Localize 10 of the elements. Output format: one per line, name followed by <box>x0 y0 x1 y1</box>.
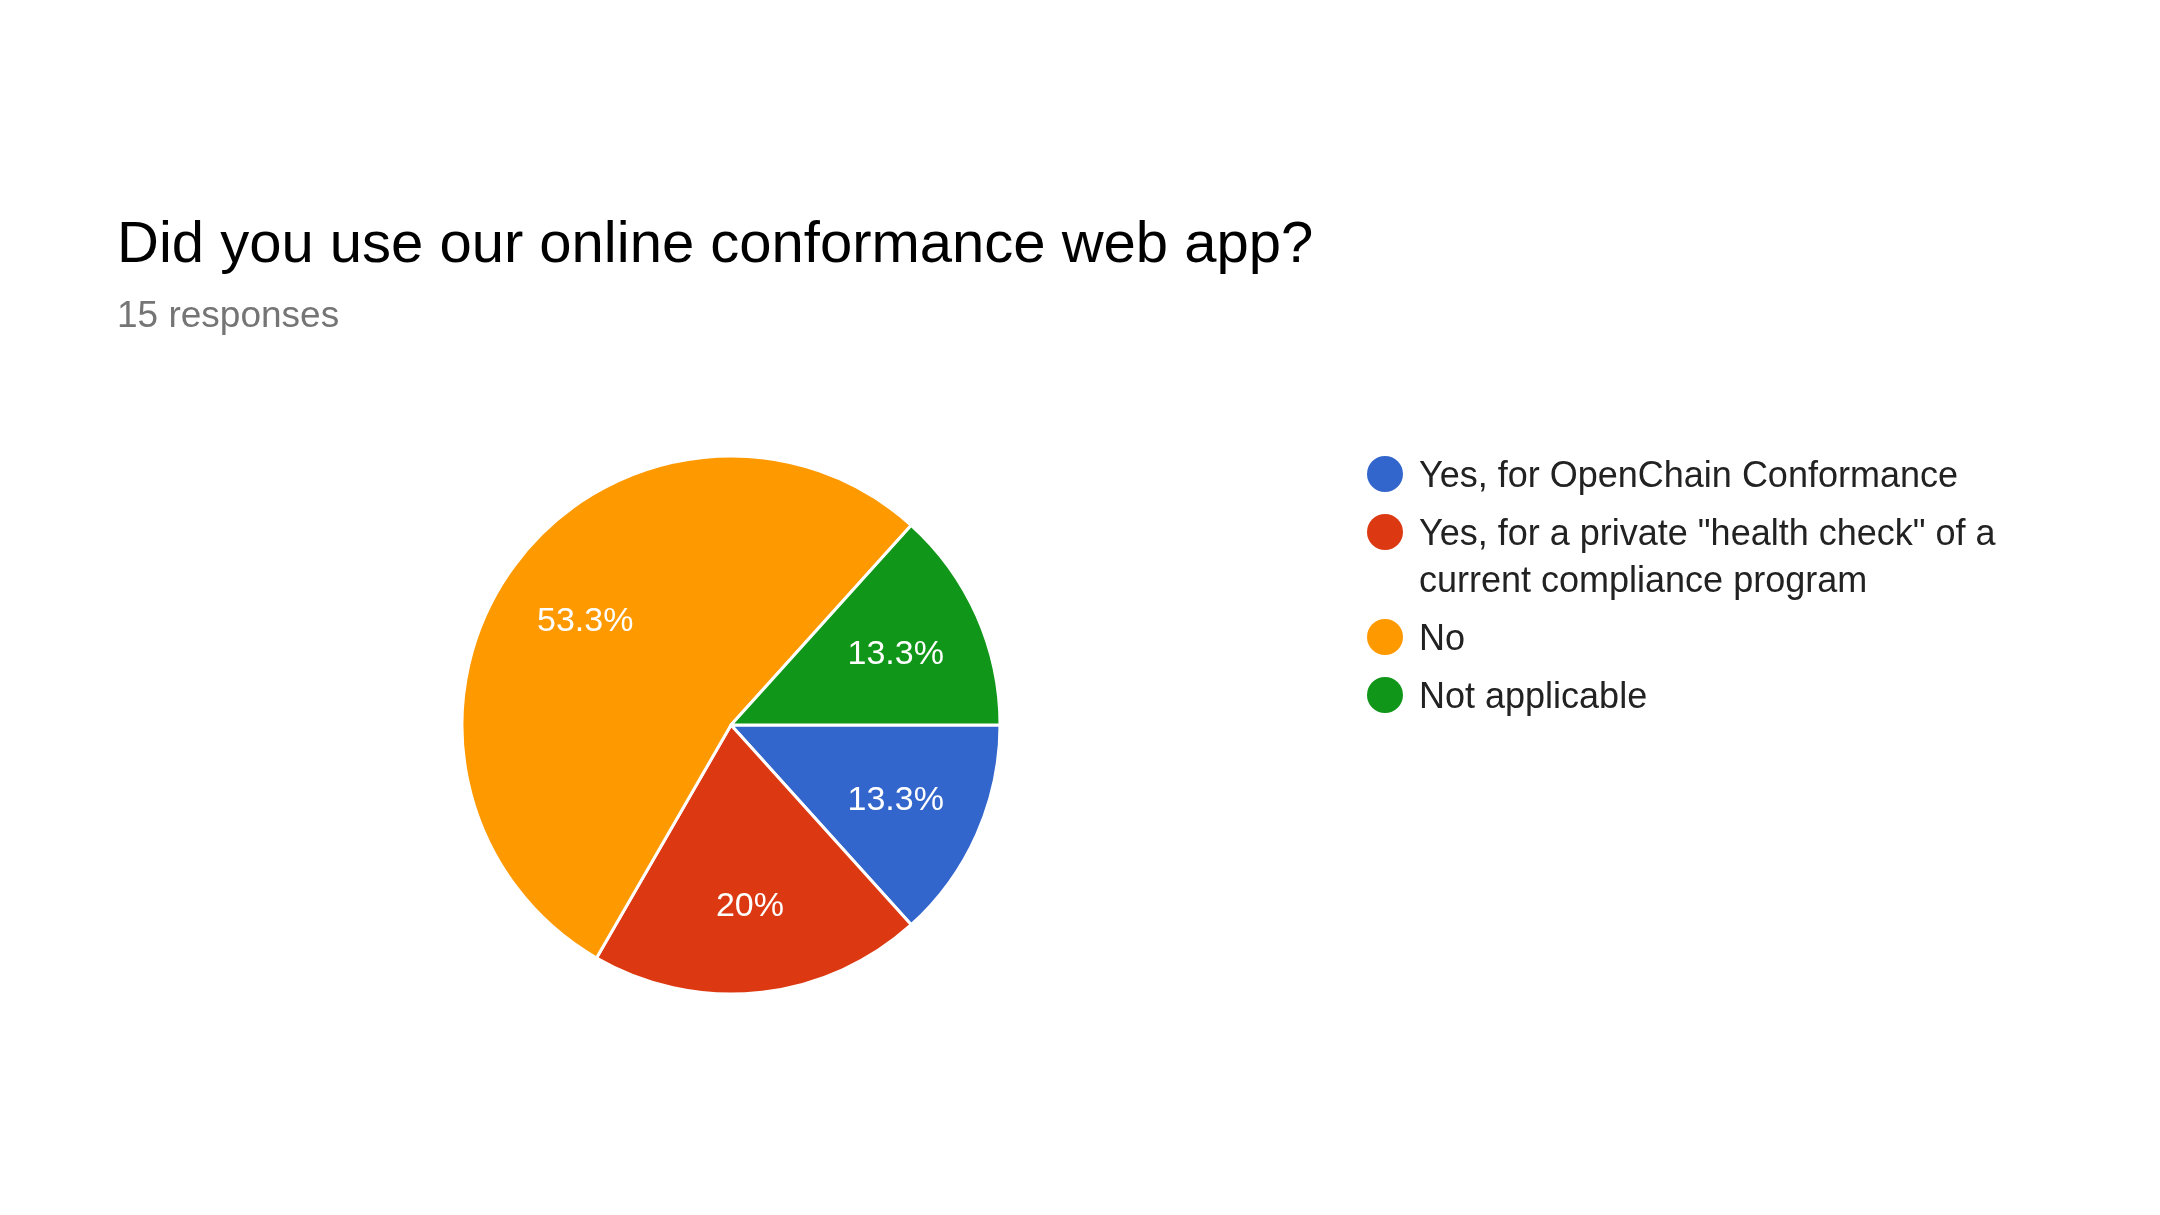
legend-label: No <box>1419 616 1466 658</box>
data-label: 53.3% <box>537 599 634 638</box>
legend-label: Yes, for OpenChain Conformance <box>1419 453 1958 495</box>
chart-subtitle: 15 responses <box>117 294 340 335</box>
legend-label: Yes, for a private "health check" of a current compliance program <box>1419 511 1997 600</box>
data-label: 13.3% <box>847 632 944 671</box>
chart-title: Did you use our online conformance web app? <box>117 209 1314 274</box>
data-label: 13.3% <box>847 779 944 818</box>
legend-label: Not applicable <box>1419 674 1648 716</box>
data-label: 20% <box>715 885 784 924</box>
